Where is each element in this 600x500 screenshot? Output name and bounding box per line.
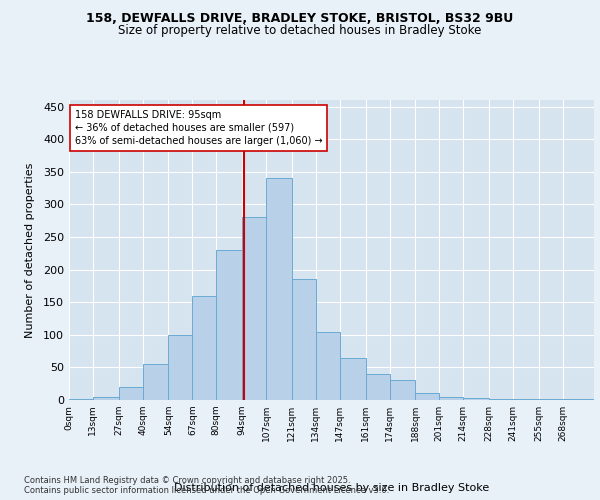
Text: 158, DEWFALLS DRIVE, BRADLEY STOKE, BRISTOL, BS32 9BU: 158, DEWFALLS DRIVE, BRADLEY STOKE, BRIS… bbox=[86, 12, 514, 26]
Bar bbox=[266, 178, 292, 400]
Bar bbox=[193, 296, 217, 400]
X-axis label: Distribution of detached houses by size in Bradley Stoke: Distribution of detached houses by size … bbox=[174, 483, 489, 493]
Bar bbox=[489, 398, 513, 400]
Bar bbox=[292, 280, 316, 400]
Bar bbox=[119, 387, 143, 400]
Bar bbox=[439, 396, 463, 400]
Text: Contains HM Land Registry data © Crown copyright and database right 2025.
Contai: Contains HM Land Registry data © Crown c… bbox=[24, 476, 389, 495]
Bar bbox=[217, 250, 242, 400]
Bar bbox=[365, 374, 389, 400]
Bar bbox=[169, 335, 193, 400]
Text: Size of property relative to detached houses in Bradley Stoke: Size of property relative to detached ho… bbox=[118, 24, 482, 37]
Bar bbox=[93, 396, 119, 400]
Bar bbox=[242, 218, 266, 400]
Bar bbox=[463, 398, 489, 400]
Y-axis label: Number of detached properties: Number of detached properties bbox=[25, 162, 35, 338]
Bar bbox=[340, 358, 365, 400]
Bar bbox=[143, 364, 169, 400]
Bar bbox=[389, 380, 415, 400]
Bar bbox=[316, 332, 340, 400]
Bar bbox=[415, 394, 439, 400]
Bar bbox=[69, 398, 93, 400]
Text: 158 DEWFALLS DRIVE: 95sqm
← 36% of detached houses are smaller (597)
63% of semi: 158 DEWFALLS DRIVE: 95sqm ← 36% of detac… bbox=[74, 110, 322, 146]
